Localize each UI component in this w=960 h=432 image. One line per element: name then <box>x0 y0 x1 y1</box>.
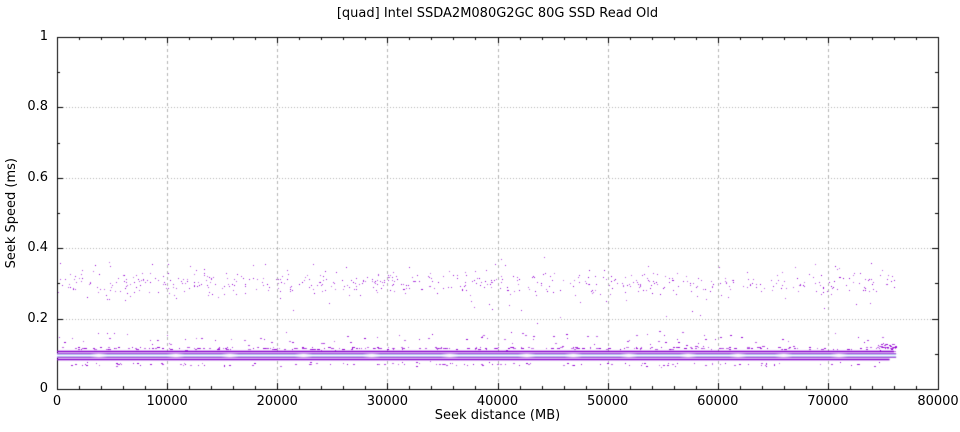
y-tick-label: 0 <box>39 381 48 396</box>
y-axis-label: Seek Speed (ms) <box>4 157 19 269</box>
x-tick-label: 20000 <box>256 394 298 409</box>
x-axis-label: Seek distance (MB) <box>434 408 561 423</box>
x-tick-label: 70000 <box>807 394 849 409</box>
y-tick-label: 0.8 <box>27 99 48 115</box>
x-tick-label: 60000 <box>697 394 739 409</box>
x-tick-label: 80000 <box>917 394 959 409</box>
y-tick-label: 0.2 <box>27 310 48 326</box>
x-tick-label: 0 <box>52 394 62 409</box>
chart-title: [quad] Intel SSDA2M080G2GC 80G SSD Read … <box>336 6 659 21</box>
y-tick-label: 0.6 <box>27 169 48 185</box>
x-tick-label: 10000 <box>146 394 188 409</box>
x-tick-label: 30000 <box>366 394 409 409</box>
x-tick-label: 40000 <box>476 394 519 409</box>
y-tick-label: 1 <box>39 29 48 44</box>
y-tick-label: 0.4 <box>27 240 48 256</box>
x-tick-label: 50000 <box>586 394 629 409</box>
